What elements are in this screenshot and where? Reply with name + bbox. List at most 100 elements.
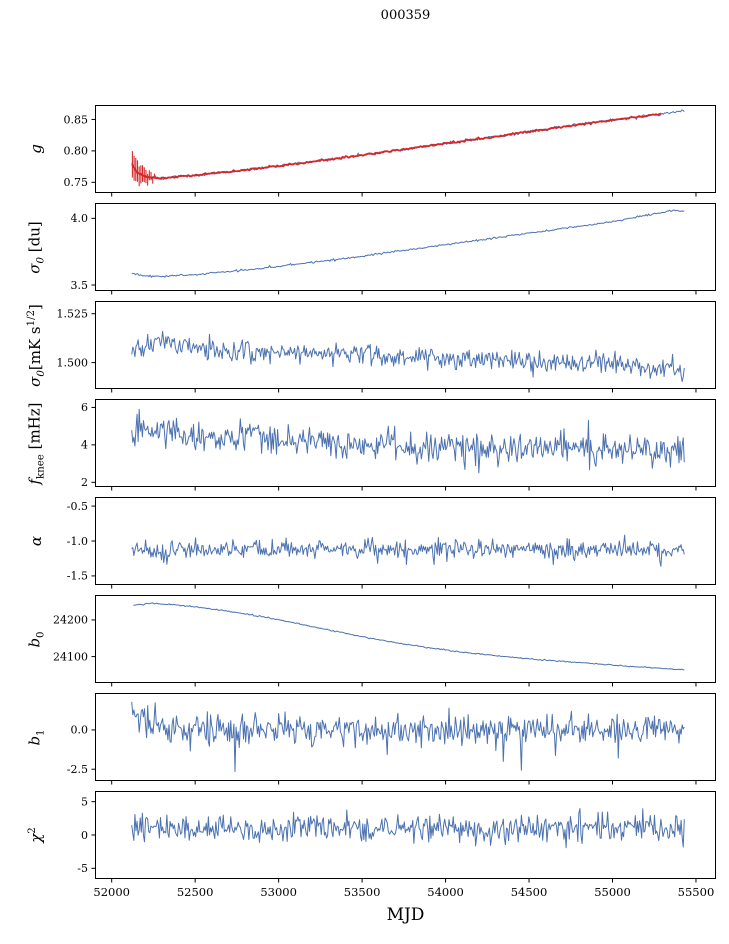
- y-ticks: -2.5 0.0: [67, 724, 95, 776]
- ylabel-part: g: [26, 144, 45, 154]
- ylabel-part: 2: [26, 827, 38, 834]
- ylabel-part: σ: [25, 262, 44, 274]
- y-tick-label: 24100: [53, 650, 88, 663]
- panel-b1: -2.5 0.0: [67, 693, 716, 785]
- y-tick-label: 4.0: [71, 212, 89, 225]
- y-tick-label: 24200: [53, 614, 88, 627]
- ylabel-part: knee: [35, 453, 47, 479]
- chi2-data-line: [131, 808, 685, 849]
- y-tick-label: 1.500: [57, 356, 89, 369]
- y-tick-label: -5: [77, 862, 88, 875]
- x-tick-label: 52000: [93, 885, 130, 899]
- b1-data-line: [131, 701, 685, 773]
- axes-border: [95, 791, 716, 879]
- axes-border: [95, 105, 716, 193]
- y-tick-label: -1.5: [67, 570, 88, 583]
- y-tick-label: 6: [81, 401, 88, 414]
- y-ticks: 24100 24200: [53, 614, 95, 663]
- b0-data-line: [133, 602, 685, 671]
- y-tick-label: 2: [81, 476, 88, 489]
- y-tick-label: 5: [81, 795, 88, 808]
- x-tick-label: 53000: [260, 885, 297, 899]
- y-tick-label: 0.0: [71, 724, 89, 737]
- x-tick-label: 55000: [594, 885, 631, 899]
- x-ticks: [111, 585, 697, 589]
- ylabel-part: 1/2: [25, 309, 37, 326]
- ylabel-sigma0-du: σ0 [du]: [14, 203, 58, 291]
- x-tick-label: 55500: [678, 885, 715, 899]
- axes-border: [95, 595, 716, 683]
- g-fit-line: [131, 112, 662, 180]
- panel-fknee: 2 4 6: [81, 399, 716, 491]
- panel-sigma0-du: 3.5 4.0: [71, 203, 716, 295]
- panel-alpha: -1.5 -1.0 -0.5: [67, 497, 716, 589]
- ylabel-part: 1: [35, 728, 47, 736]
- ylabel-part: ]: [25, 303, 44, 310]
- ylabel-part: σ: [25, 376, 44, 387]
- ylabel-part: χ: [26, 833, 45, 843]
- x-ticks: [111, 193, 697, 197]
- ylabel-g: g: [14, 105, 58, 193]
- ylabel-part: α: [26, 535, 45, 547]
- ylabel-alpha: α: [14, 497, 58, 585]
- axes-border: [95, 399, 716, 487]
- panel-b0: 24100 24200: [53, 595, 716, 687]
- y-tick-label: 0.75: [64, 176, 89, 189]
- y-tick-label: 4: [81, 439, 88, 452]
- y-ticks: -5 0 5: [77, 795, 95, 875]
- y-ticks: -1.5 -1.0 -0.5: [67, 500, 95, 583]
- x-ticks: [111, 389, 697, 393]
- y-tick-label: 0.80: [64, 145, 89, 158]
- y-ticks: 1.500 1.525: [57, 308, 95, 369]
- axes-border: [95, 497, 716, 585]
- axes-border: [95, 693, 716, 781]
- g-fit-errorbars: [131, 151, 155, 187]
- x-axis-title: MJD: [386, 905, 425, 925]
- x-tick-label: 54500: [511, 885, 548, 899]
- ylabel-chi2: χ2: [14, 791, 58, 879]
- panel-chi2: 52000 52500 53000 53500 54000 54500 55000 55500…: [77, 791, 716, 899]
- axes-border: [95, 301, 716, 389]
- x-ticks: [111, 291, 697, 295]
- ylabel-part: 0: [35, 256, 47, 263]
- y-ticks: 2 4 6: [81, 401, 95, 489]
- sigma0-du-data-line: [131, 209, 685, 278]
- ylabel-part: f: [25, 478, 44, 485]
- y-tick-label: 0.85: [64, 113, 89, 126]
- ylabel-part: 0: [35, 630, 47, 638]
- y-tick-label: 1.525: [57, 308, 89, 321]
- x-ticks: [111, 487, 697, 491]
- ylabel-part: b: [25, 637, 44, 648]
- ylabel-b0: b0: [14, 595, 58, 683]
- panel-g: 0.75 0.80 0.85: [64, 105, 716, 197]
- ylabel-fknee: fknee [mHz]: [14, 399, 58, 487]
- y-ticks: 3.5 4.0: [71, 212, 95, 292]
- x-tick-label: 52500: [177, 885, 214, 899]
- x-tick-label: 53500: [344, 885, 381, 899]
- ylabel-part: [mHz]: [25, 401, 44, 454]
- y-tick-label: -0.5: [67, 500, 88, 513]
- g-data-line: [131, 109, 685, 181]
- panel-sigma0-mk: 1.500 1.525: [57, 301, 716, 393]
- ylabel-b1: b1: [14, 693, 58, 781]
- ylabel-part: [mK s: [25, 325, 44, 370]
- ylabel-part: b: [25, 735, 44, 746]
- y-tick-label: 0: [81, 829, 88, 842]
- y-tick-label: -2.5: [67, 763, 88, 776]
- y-tick-label: 3.5: [71, 279, 89, 292]
- sigma0-mk-data-line: [131, 330, 685, 383]
- chart-title: 000359: [380, 8, 431, 23]
- alpha-data-line: [131, 534, 685, 567]
- x-ticks: [111, 683, 697, 687]
- ylabel-sigma0-mk: σ0[mK s1/2]: [14, 301, 58, 389]
- x-ticks: 52000 52500 53000 53500 54000 54500 55000 55500: [93, 879, 714, 899]
- y-ticks: 0.75 0.80 0.85: [64, 113, 95, 189]
- x-ticks: [111, 781, 697, 785]
- x-tick-label: 54000: [427, 885, 464, 899]
- ylabel-part: 0: [35, 369, 47, 377]
- ylabel-part: [du]: [25, 220, 44, 257]
- fknee-data-line: [131, 408, 685, 474]
- axes-border: [95, 203, 716, 291]
- y-tick-label: -1.0: [67, 535, 88, 548]
